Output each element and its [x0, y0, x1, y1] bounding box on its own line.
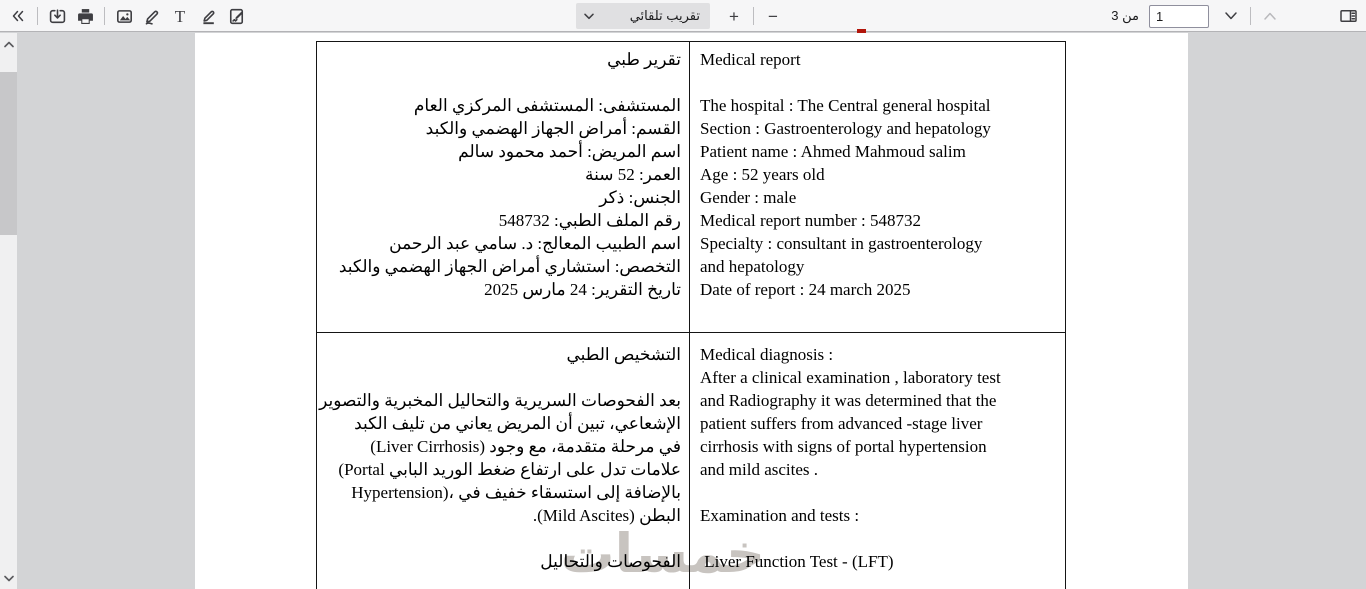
- doc-line: اسم المريض: أحمد محمود سالم: [458, 142, 681, 161]
- doc-line: القسم: أمراض الجهاز الهضمي والكبد: [425, 119, 681, 138]
- doc-line: رقم الملف الطبي: 548732: [498, 211, 681, 230]
- doc-line: علامات تدل على ارتفاع ضغط الوريد البابي …: [338, 460, 681, 479]
- toolbar-page-group: من 3: [1101, 0, 1362, 32]
- pdf-toolbar: T تقريب تلقائي: [0, 0, 1366, 32]
- zoom-scale-select[interactable]: تقريب تلقائي: [576, 3, 710, 29]
- doc-line: Liver Function Test - (LFT): [700, 552, 894, 571]
- print-button[interactable]: [71, 2, 99, 30]
- text-tool-icon: T: [174, 6, 186, 26]
- chevron-down-icon: [584, 7, 594, 25]
- doc-line: patient suffers from advanced -stage liv…: [700, 414, 983, 433]
- download-button[interactable]: [43, 2, 71, 30]
- highlight-button[interactable]: [194, 2, 222, 30]
- print-icon: [77, 8, 94, 25]
- download-icon: [49, 8, 66, 25]
- scroll-up-button[interactable]: [0, 35, 17, 53]
- doc-line: Medical report: [700, 50, 801, 69]
- doc-line: [323, 527, 681, 550]
- doc-line: الفحوصات والتحاليل: [540, 552, 681, 571]
- chevron-down-icon: [1224, 11, 1238, 21]
- doc-line: The hospital : The Central general hospi…: [700, 96, 991, 115]
- doc-line: بعد الفحوصات السريرية والتحاليل المخبرية…: [319, 391, 681, 410]
- scrollbar-thumb[interactable]: [0, 72, 17, 235]
- chevron-up-icon: [1263, 11, 1277, 21]
- pdf-page: خمسات تقرير طبي المستشفى: المستشفى المرك…: [195, 33, 1188, 589]
- doc-line: [700, 71, 1059, 94]
- english-cell: Medical diagnosis : After a clinical exa…: [690, 333, 1065, 589]
- previous-page-button[interactable]: [1256, 2, 1284, 30]
- table-row: التشخيص الطبي بعد الفحوصات السريرية والت…: [316, 333, 1066, 589]
- free-text-button[interactable]: T: [166, 2, 194, 30]
- doc-line: التشخيص الطبي: [566, 345, 681, 364]
- doc-line: Examination and tests :: [700, 506, 860, 525]
- zoom-in-button[interactable]: +: [720, 2, 748, 30]
- table-row: تقرير طبي المستشفى: المستشفى المركزي الع…: [316, 41, 1066, 333]
- vertical-scrollbar[interactable]: [0, 33, 17, 589]
- toolbar-separator: [104, 7, 105, 25]
- doc-line: and Radiography it was determined that t…: [700, 391, 997, 410]
- english-cell: Medical report The hospital : The Centra…: [690, 42, 1065, 332]
- medical-report-table: تقرير طبي المستشفى: المستشفى المركزي الع…: [316, 41, 1066, 589]
- page-number-input[interactable]: [1149, 4, 1209, 28]
- pdf-viewer-area: خمسات تقرير طبي المستشفى: المستشفى المرك…: [0, 33, 1366, 589]
- doc-line: تاريخ التقرير: 24 مارس 2025: [484, 280, 681, 299]
- khamsat-watermark: خمسات: [560, 524, 765, 584]
- chevron-up-icon: [3, 35, 14, 53]
- image-icon: [116, 8, 133, 25]
- signature-doc-icon: [228, 8, 245, 25]
- doc-line: في مرحلة متقدمة، مع وجود (Liver Cirrhosi…: [370, 437, 681, 456]
- doc-line: Specialty : consultant in gastroenterolo…: [700, 234, 983, 253]
- toolbar-separator: [37, 7, 38, 25]
- zoom-scale-label: تقريب تلقائي: [629, 8, 700, 23]
- next-page-button[interactable]: [1217, 2, 1245, 30]
- signature-button[interactable]: [222, 2, 250, 30]
- doc-line: [323, 71, 681, 94]
- add-image-stamp-button[interactable]: [110, 2, 138, 30]
- draw-ink-button[interactable]: [138, 2, 166, 30]
- doc-line: التخصص: استشاري أمراض الجهاز الهضمي والك…: [338, 257, 681, 276]
- doc-line: Patient name : Ahmed Mahmoud salim: [700, 142, 966, 161]
- page-count-label: من 3: [1111, 8, 1139, 23]
- toolbar-zoom-group: تقريب تلقائي + −: [576, 0, 787, 32]
- doc-line: البطن (Mild Ascites).: [532, 506, 681, 525]
- doc-line: اسم الطبيب المعالج: د. سامي عبد الرحمن: [389, 234, 681, 253]
- toolbar-separator: [753, 7, 754, 25]
- secondary-toolbar-toggle-button[interactable]: [4, 2, 32, 30]
- doc-line: بالإضافة إلى استسقاء خفيف في ،‎Hypertens…: [351, 483, 681, 502]
- toolbar-separator: [1250, 7, 1251, 25]
- doc-line: الإشعاعي، تبين أن المريض يعاني من تليف ا…: [354, 414, 681, 433]
- doc-line: Gender : male: [700, 188, 797, 207]
- toolbar-left-group: T: [4, 0, 250, 32]
- doc-line: [700, 481, 1059, 504]
- doc-line: Medical report number : 548732: [700, 211, 921, 230]
- plus-icon: +: [729, 6, 739, 26]
- doc-line: After a clinical examination , laborator…: [700, 368, 1001, 387]
- doc-line: Section : Gastroenterology and hepatolog…: [700, 119, 991, 138]
- red-watermark-fragment: [857, 29, 866, 33]
- arabic-cell: التشخيص الطبي بعد الفحوصات السريرية والت…: [317, 333, 690, 589]
- doc-line: and hepatology: [700, 257, 805, 276]
- minus-icon: −: [768, 6, 778, 26]
- sidebar-panel-icon: [1339, 8, 1358, 24]
- pen-draw-icon: [144, 8, 161, 25]
- arabic-cell: تقرير طبي المستشفى: المستشفى المركزي الع…: [317, 42, 690, 332]
- doc-line: cirrhosis with signs of portal hypertens…: [700, 437, 987, 456]
- doc-line: and mild ascites .: [700, 460, 819, 479]
- chevron-double-left-icon: [10, 8, 26, 24]
- doc-line: العمر: 52 سنة: [584, 165, 681, 184]
- doc-line: [700, 527, 1059, 550]
- sidebar-toggle-button[interactable]: [1334, 2, 1362, 30]
- doc-line: Date of report : 24 march 2025: [700, 280, 911, 299]
- zoom-out-button[interactable]: −: [759, 2, 787, 30]
- doc-line: Age : 52 years old: [700, 165, 825, 184]
- scroll-down-button[interactable]: [0, 569, 17, 587]
- highlighter-icon: [200, 8, 217, 25]
- doc-line: تقرير طبي: [607, 50, 681, 69]
- doc-line: المستشفى: المستشفى المركزي العام: [413, 96, 681, 115]
- doc-line: الجنس: ذكر: [599, 188, 681, 207]
- doc-line: [323, 366, 681, 389]
- chevron-down-icon: [3, 569, 14, 587]
- doc-line: Medical diagnosis :: [700, 345, 834, 364]
